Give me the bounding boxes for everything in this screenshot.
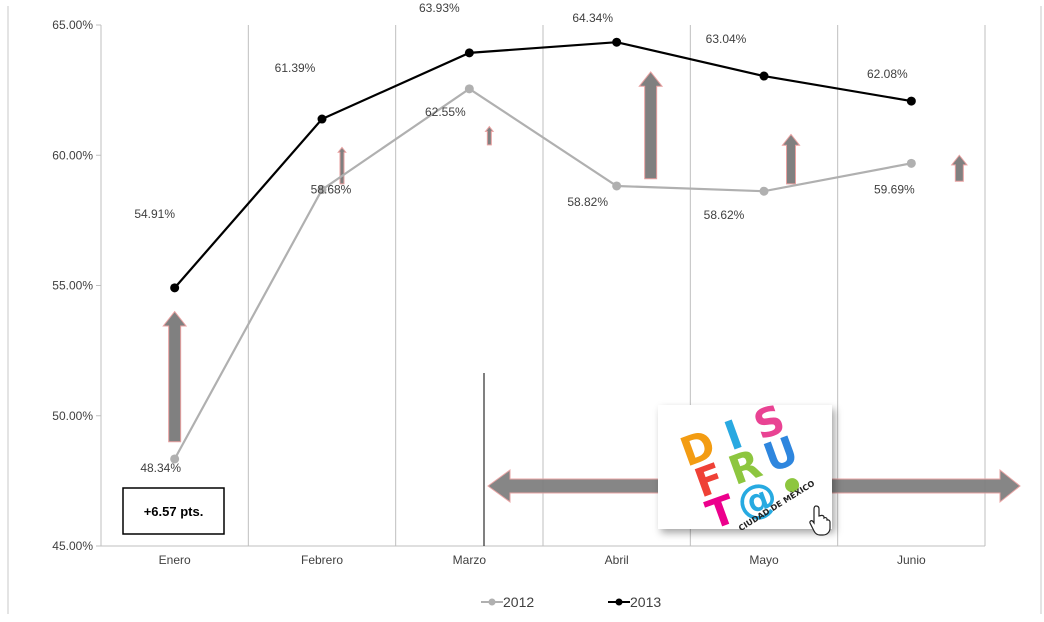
x-tick-label: Junio bbox=[897, 553, 926, 567]
x-tick-label: Febrero bbox=[301, 553, 343, 567]
series-line-2013 bbox=[173, 41, 912, 289]
data-label-2012: 58.62% bbox=[704, 208, 745, 222]
legend: 2012 2013 bbox=[481, 594, 661, 610]
x-tick-label: Marzo bbox=[453, 553, 487, 567]
data-point-2012 bbox=[317, 185, 327, 195]
data-label-2012: 48.34% bbox=[140, 461, 181, 475]
x-tick-label: Abril bbox=[605, 553, 629, 567]
data-point-2012 bbox=[612, 181, 622, 191]
x-axis-ticks: Enero Febrero Marzo Abril Mayo Junio bbox=[159, 553, 926, 567]
y-tick-label: 55.00% bbox=[52, 279, 93, 293]
data-label-2013: 61.39% bbox=[275, 61, 316, 75]
data-label-2012: 58.68% bbox=[311, 183, 352, 197]
y-tick-label: 50.00% bbox=[52, 409, 93, 423]
y-tick-label: 45.00% bbox=[52, 539, 93, 553]
data-point-2013 bbox=[170, 283, 180, 293]
data-point-2013 bbox=[759, 71, 769, 81]
legend-label-2012: 2012 bbox=[503, 594, 534, 610]
x-tick-label: Mayo bbox=[749, 553, 779, 567]
data-label-2013: 63.04% bbox=[706, 32, 747, 46]
annotation-box: +6.57 pts. bbox=[122, 487, 225, 535]
series-group bbox=[170, 37, 916, 464]
y-tick-label: 60.00% bbox=[52, 148, 93, 162]
increase-arrow bbox=[484, 125, 495, 146]
data-point-2013 bbox=[317, 114, 327, 124]
legend-label-2013: 2013 bbox=[630, 594, 661, 610]
increase-arrows bbox=[162, 71, 968, 443]
increase-arrow bbox=[638, 71, 664, 180]
annotation-text: +6.57 pts. bbox=[144, 504, 204, 519]
data-label-2012: 59.69% bbox=[874, 182, 915, 196]
series-line-2012 bbox=[173, 87, 912, 460]
data-label-2012: 58.82% bbox=[567, 195, 608, 209]
y-tick-label: 65.00% bbox=[52, 18, 93, 32]
increase-arrow bbox=[162, 310, 188, 443]
data-label-2013: 54.91% bbox=[134, 207, 175, 221]
data-point-2013 bbox=[612, 37, 622, 47]
increase-arrow bbox=[950, 154, 968, 182]
data-labels: 48.34% 58.68% 62.55% 58.82% 58.62% 59.69% 54.9… bbox=[134, 1, 915, 475]
x-tick-label: Enero bbox=[159, 553, 191, 567]
data-point-2012 bbox=[170, 454, 180, 464]
data-point-2013 bbox=[464, 48, 474, 58]
grid bbox=[247, 25, 986, 546]
data-point-2012 bbox=[464, 84, 474, 94]
legend-item-2013: 2013 bbox=[608, 594, 661, 610]
data-label-2013: 62.08% bbox=[867, 67, 908, 81]
data-point-2013 bbox=[906, 96, 916, 106]
data-point-2012 bbox=[906, 158, 916, 168]
data-label-2013: 64.34% bbox=[572, 11, 613, 25]
data-label-2013: 63.93% bbox=[419, 1, 460, 15]
legend-item-2012: 2012 bbox=[481, 594, 534, 610]
data-point-2012 bbox=[759, 186, 769, 196]
y-axis-ticks: 65.00% 60.00% 55.00% 50.00% 45.00% bbox=[52, 18, 101, 553]
increase-arrow bbox=[781, 133, 801, 185]
data-label-2012: 62.55% bbox=[425, 105, 466, 119]
hand-cursor-icon bbox=[809, 505, 831, 536]
